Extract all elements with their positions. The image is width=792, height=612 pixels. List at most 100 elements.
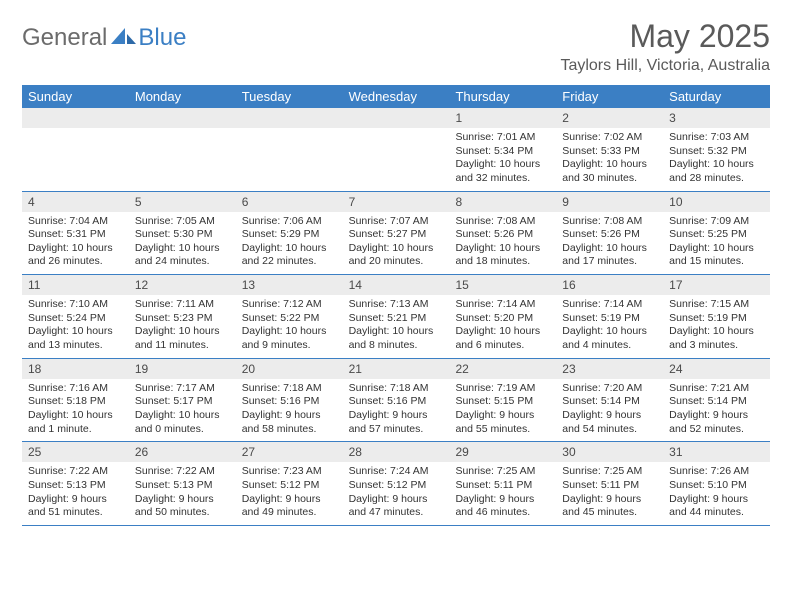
daylight-text: Daylight: 10 hours and 30 minutes. <box>562 158 657 185</box>
daylight-text: Daylight: 10 hours and 24 minutes. <box>135 242 230 269</box>
sunrise-text: Sunrise: 7:06 AM <box>242 215 337 229</box>
daylight-text: Daylight: 9 hours and 58 minutes. <box>242 409 337 436</box>
sunrise-text: Sunrise: 7:26 AM <box>669 465 764 479</box>
daylight-text: Daylight: 9 hours and 51 minutes. <box>28 493 123 520</box>
sunset-text: Sunset: 5:33 PM <box>562 145 657 159</box>
sunset-text: Sunset: 5:10 PM <box>669 479 764 493</box>
daylight-text: Daylight: 10 hours and 1 minute. <box>28 409 123 436</box>
sunset-text: Sunset: 5:14 PM <box>669 395 764 409</box>
day-number: 8 <box>449 192 556 212</box>
calendar-row: 18Sunrise: 7:16 AMSunset: 5:18 PMDayligh… <box>22 359 770 443</box>
location-subtitle: Taylors Hill, Victoria, Australia <box>560 57 770 75</box>
sunrise-text: Sunrise: 7:07 AM <box>349 215 444 229</box>
brand-sail-icon <box>111 26 137 51</box>
sunset-text: Sunset: 5:26 PM <box>455 228 550 242</box>
sunrise-text: Sunrise: 7:17 AM <box>135 382 230 396</box>
day-cell: 25Sunrise: 7:22 AMSunset: 5:13 PMDayligh… <box>22 442 129 525</box>
day-details: Sunrise: 7:06 AMSunset: 5:29 PMDaylight:… <box>236 212 343 275</box>
day-details: Sunrise: 7:18 AMSunset: 5:16 PMDaylight:… <box>343 379 450 442</box>
day-cell: 22 Sunrise: 7:19 AMSunset: 5:15 PMDayligh… <box>449 359 556 442</box>
day-cell: 24Sunrise: 7:21 AMSunset: 5:14 PMDayligh… <box>663 359 770 442</box>
day-cell: 3Sunrise: 7:03 AMSunset: 5:32 PMDaylight… <box>663 108 770 191</box>
day-number <box>236 108 343 128</box>
day-cell: 2Sunrise: 7:02 AMSunset: 5:33 PMDaylight… <box>556 108 663 191</box>
sunrise-text: Sunrise: 7:20 AM <box>562 382 657 396</box>
sunset-text: Sunset: 5:14 PM <box>562 395 657 409</box>
daylight-text: Daylight: 10 hours and 22 minutes. <box>242 242 337 269</box>
daylight-text: Daylight: 10 hours and 0 minutes. <box>135 409 230 436</box>
day-number: 9 <box>556 192 663 212</box>
sunset-text: Sunset: 5:11 PM <box>562 479 657 493</box>
day-details: Sunrise: 7:08 AMSunset: 5:26 PMDaylight:… <box>449 212 556 275</box>
daylight-text: Daylight: 9 hours and 45 minutes. <box>562 493 657 520</box>
sunrise-text: Sunrise: 7:24 AM <box>349 465 444 479</box>
day-number <box>343 108 450 128</box>
calendar-row: 1Sunrise: 7:01 AMSunset: 5:34 PMDaylight… <box>22 108 770 192</box>
sunset-text: Sunset: 5:16 PM <box>242 395 337 409</box>
sunset-text: Sunset: 5:13 PM <box>28 479 123 493</box>
day-details: Sunrise: 7:18 AMSunset: 5:16 PMDaylight:… <box>236 379 343 442</box>
day-details: Sunrise: 7:08 AMSunset: 5:26 PMDaylight:… <box>556 212 663 275</box>
day-cell: 5Sunrise: 7:05 AMSunset: 5:30 PMDaylight… <box>129 192 236 275</box>
daylight-text: Daylight: 9 hours and 55 minutes. <box>455 409 550 436</box>
day-cell: 13Sunrise: 7:12 AMSunset: 5:22 PMDayligh… <box>236 275 343 358</box>
day-number: 31 <box>663 442 770 462</box>
daylight-text: Daylight: 10 hours and 32 minutes. <box>455 158 550 185</box>
day-number: 29 <box>449 442 556 462</box>
day-number: 25 <box>22 442 129 462</box>
brand-text-2: Blue <box>138 24 186 52</box>
day-number: 13 <box>236 275 343 295</box>
day-number: 17 <box>663 275 770 295</box>
day-cell: 23Sunrise: 7:20 AMSunset: 5:14 PMDayligh… <box>556 359 663 442</box>
day-cell: 30Sunrise: 7:25 AMSunset: 5:11 PMDayligh… <box>556 442 663 525</box>
empty-cell <box>236 108 343 191</box>
daylight-text: Daylight: 9 hours and 57 minutes. <box>349 409 444 436</box>
day-number: 20 <box>236 359 343 379</box>
day-cell: 12Sunrise: 7:11 AMSunset: 5:23 PMDayligh… <box>129 275 236 358</box>
sunset-text: Sunset: 5:11 PM <box>455 479 550 493</box>
day-details: Sunrise: 7:04 AMSunset: 5:31 PMDaylight:… <box>22 212 129 275</box>
daylight-text: Daylight: 9 hours and 54 minutes. <box>562 409 657 436</box>
weekday-header: Saturday <box>663 85 770 108</box>
daylight-text: Daylight: 10 hours and 6 minutes. <box>455 325 550 352</box>
daylight-text: Daylight: 10 hours and 9 minutes. <box>242 325 337 352</box>
day-details: Sunrise: 7:14 AMSunset: 5:20 PMDaylight:… <box>449 295 556 358</box>
sunrise-text: Sunrise: 7:15 AM <box>669 298 764 312</box>
sunset-text: Sunset: 5:15 PM <box>455 395 550 409</box>
brand-logo: General Blue <box>22 24 186 52</box>
sunrise-text: Sunrise: 7:18 AM <box>349 382 444 396</box>
day-cell: 11Sunrise: 7:10 AMSunset: 5:24 PMDayligh… <box>22 275 129 358</box>
day-number: 10 <box>663 192 770 212</box>
daylight-text: Daylight: 10 hours and 3 minutes. <box>669 325 764 352</box>
empty-cell <box>129 108 236 191</box>
sunset-text: Sunset: 5:18 PM <box>28 395 123 409</box>
day-details: Sunrise: 7:15 AMSunset: 5:19 PMDaylight:… <box>663 295 770 358</box>
daylight-text: Daylight: 9 hours and 44 minutes. <box>669 493 764 520</box>
day-cell: 27Sunrise: 7:23 AMSunset: 5:12 PMDayligh… <box>236 442 343 525</box>
day-details: Sunrise: 7:22 AMSunset: 5:13 PMDaylight:… <box>129 462 236 525</box>
sunset-text: Sunset: 5:30 PM <box>135 228 230 242</box>
sunrise-text: Sunrise: 7:02 AM <box>562 131 657 145</box>
daylight-text: Daylight: 10 hours and 4 minutes. <box>562 325 657 352</box>
sunrise-text: Sunrise: 7:09 AM <box>669 215 764 229</box>
day-number: 4 <box>22 192 129 212</box>
day-number: 7 <box>343 192 450 212</box>
sunrise-text: Sunrise: 7:19 AM <box>455 382 550 396</box>
day-details: Sunrise: 7:20 AMSunset: 5:14 PMDaylight:… <box>556 379 663 442</box>
calendar-table: SundayMondayTuesdayWednesdayThursdayFrid… <box>22 85 770 526</box>
day-cell: 21Sunrise: 7:18 AMSunset: 5:16 PMDayligh… <box>343 359 450 442</box>
day-details: Sunrise: 7:01 AMSunset: 5:34 PMDaylight:… <box>449 128 556 191</box>
sunset-text: Sunset: 5:23 PM <box>135 312 230 326</box>
day-number: 26 <box>129 442 236 462</box>
sunrise-text: Sunrise: 7:04 AM <box>28 215 123 229</box>
day-number <box>22 108 129 128</box>
day-number: 22 <box>449 359 556 379</box>
sunset-text: Sunset: 5:19 PM <box>562 312 657 326</box>
weekday-header: Wednesday <box>343 85 450 108</box>
day-number: 16 <box>556 275 663 295</box>
sunrise-text: Sunrise: 7:01 AM <box>455 131 550 145</box>
day-number: 3 <box>663 108 770 128</box>
day-details: Sunrise: 7:05 AMSunset: 5:30 PMDaylight:… <box>129 212 236 275</box>
day-details: Sunrise: 7:13 AMSunset: 5:21 PMDaylight:… <box>343 295 450 358</box>
day-cell: 19Sunrise: 7:17 AMSunset: 5:17 PMDayligh… <box>129 359 236 442</box>
